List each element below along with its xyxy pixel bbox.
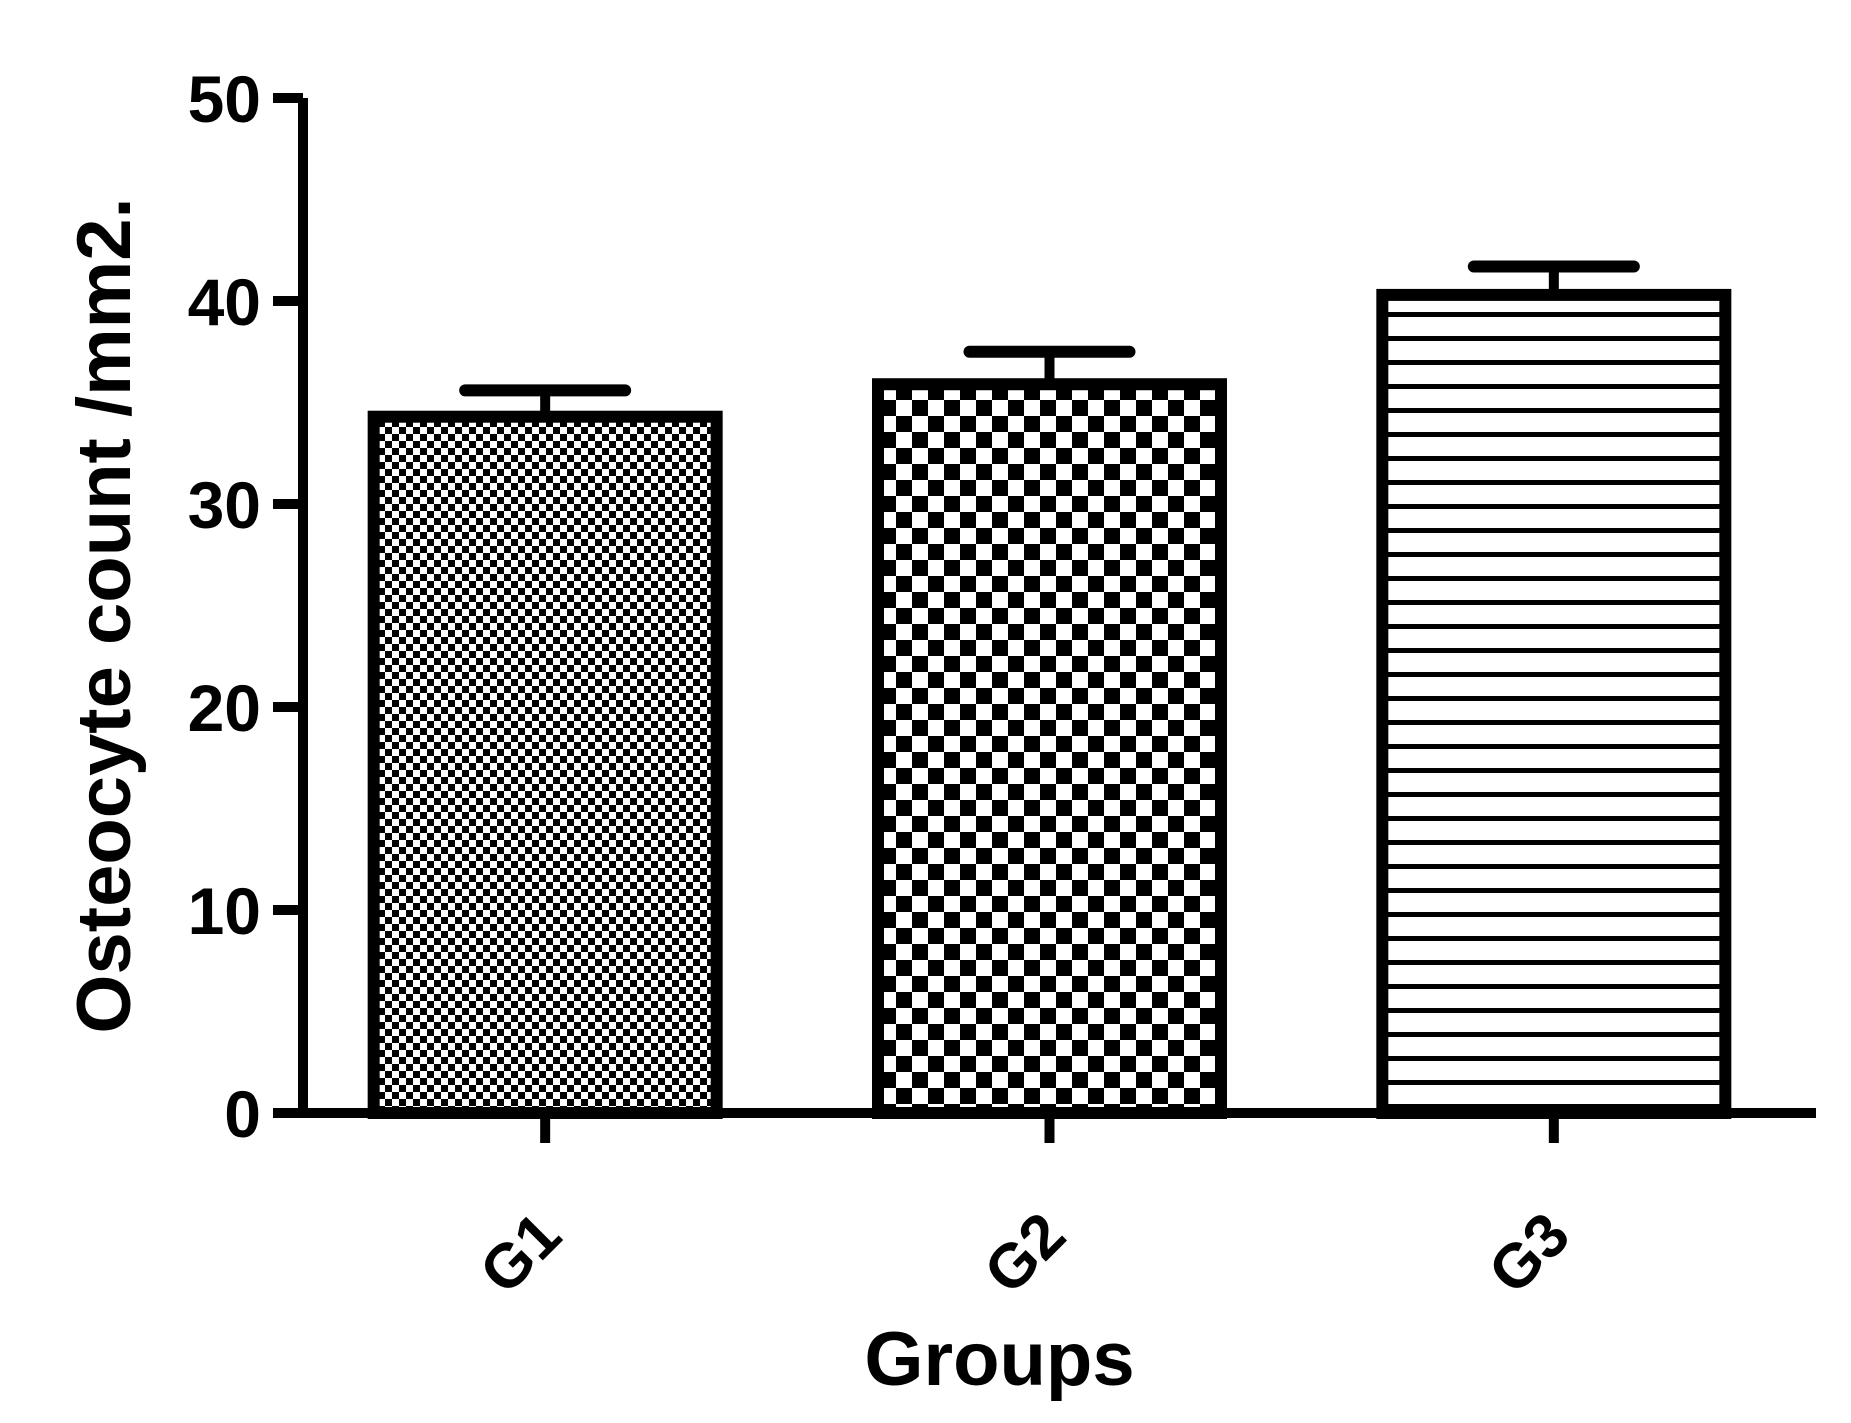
axes-group — [273, 93, 1816, 1143]
y-tick-label-20: 20 — [188, 671, 261, 745]
y-tick-label-10: 10 — [188, 874, 261, 948]
bars-group — [367, 288, 1732, 1120]
y-tick-label-0: 0 — [224, 1077, 261, 1151]
error-bars-group — [459, 260, 1640, 417]
y-tick-label-40: 40 — [188, 265, 261, 339]
labels-group: G1 G2 G3 0 10 20 30 40 50 Groups Osteocyte count /… — [62, 62, 1583, 1402]
bar-g1 — [367, 410, 723, 1119]
y-axis-title: Osteocyte count /mm2. — [62, 197, 147, 1033]
x-tick-label-g1: G1 — [467, 1200, 574, 1307]
x-tick-label-g3: G3 — [1476, 1200, 1583, 1307]
x-axis-title: Groups — [864, 1317, 1134, 1402]
x-tick-label-g2: G2 — [971, 1200, 1078, 1307]
bar-g3 — [1376, 288, 1732, 1120]
bar-g2 — [872, 378, 1227, 1120]
y-tick-label-30: 30 — [188, 468, 261, 542]
y-tick-label-50: 50 — [188, 62, 261, 136]
